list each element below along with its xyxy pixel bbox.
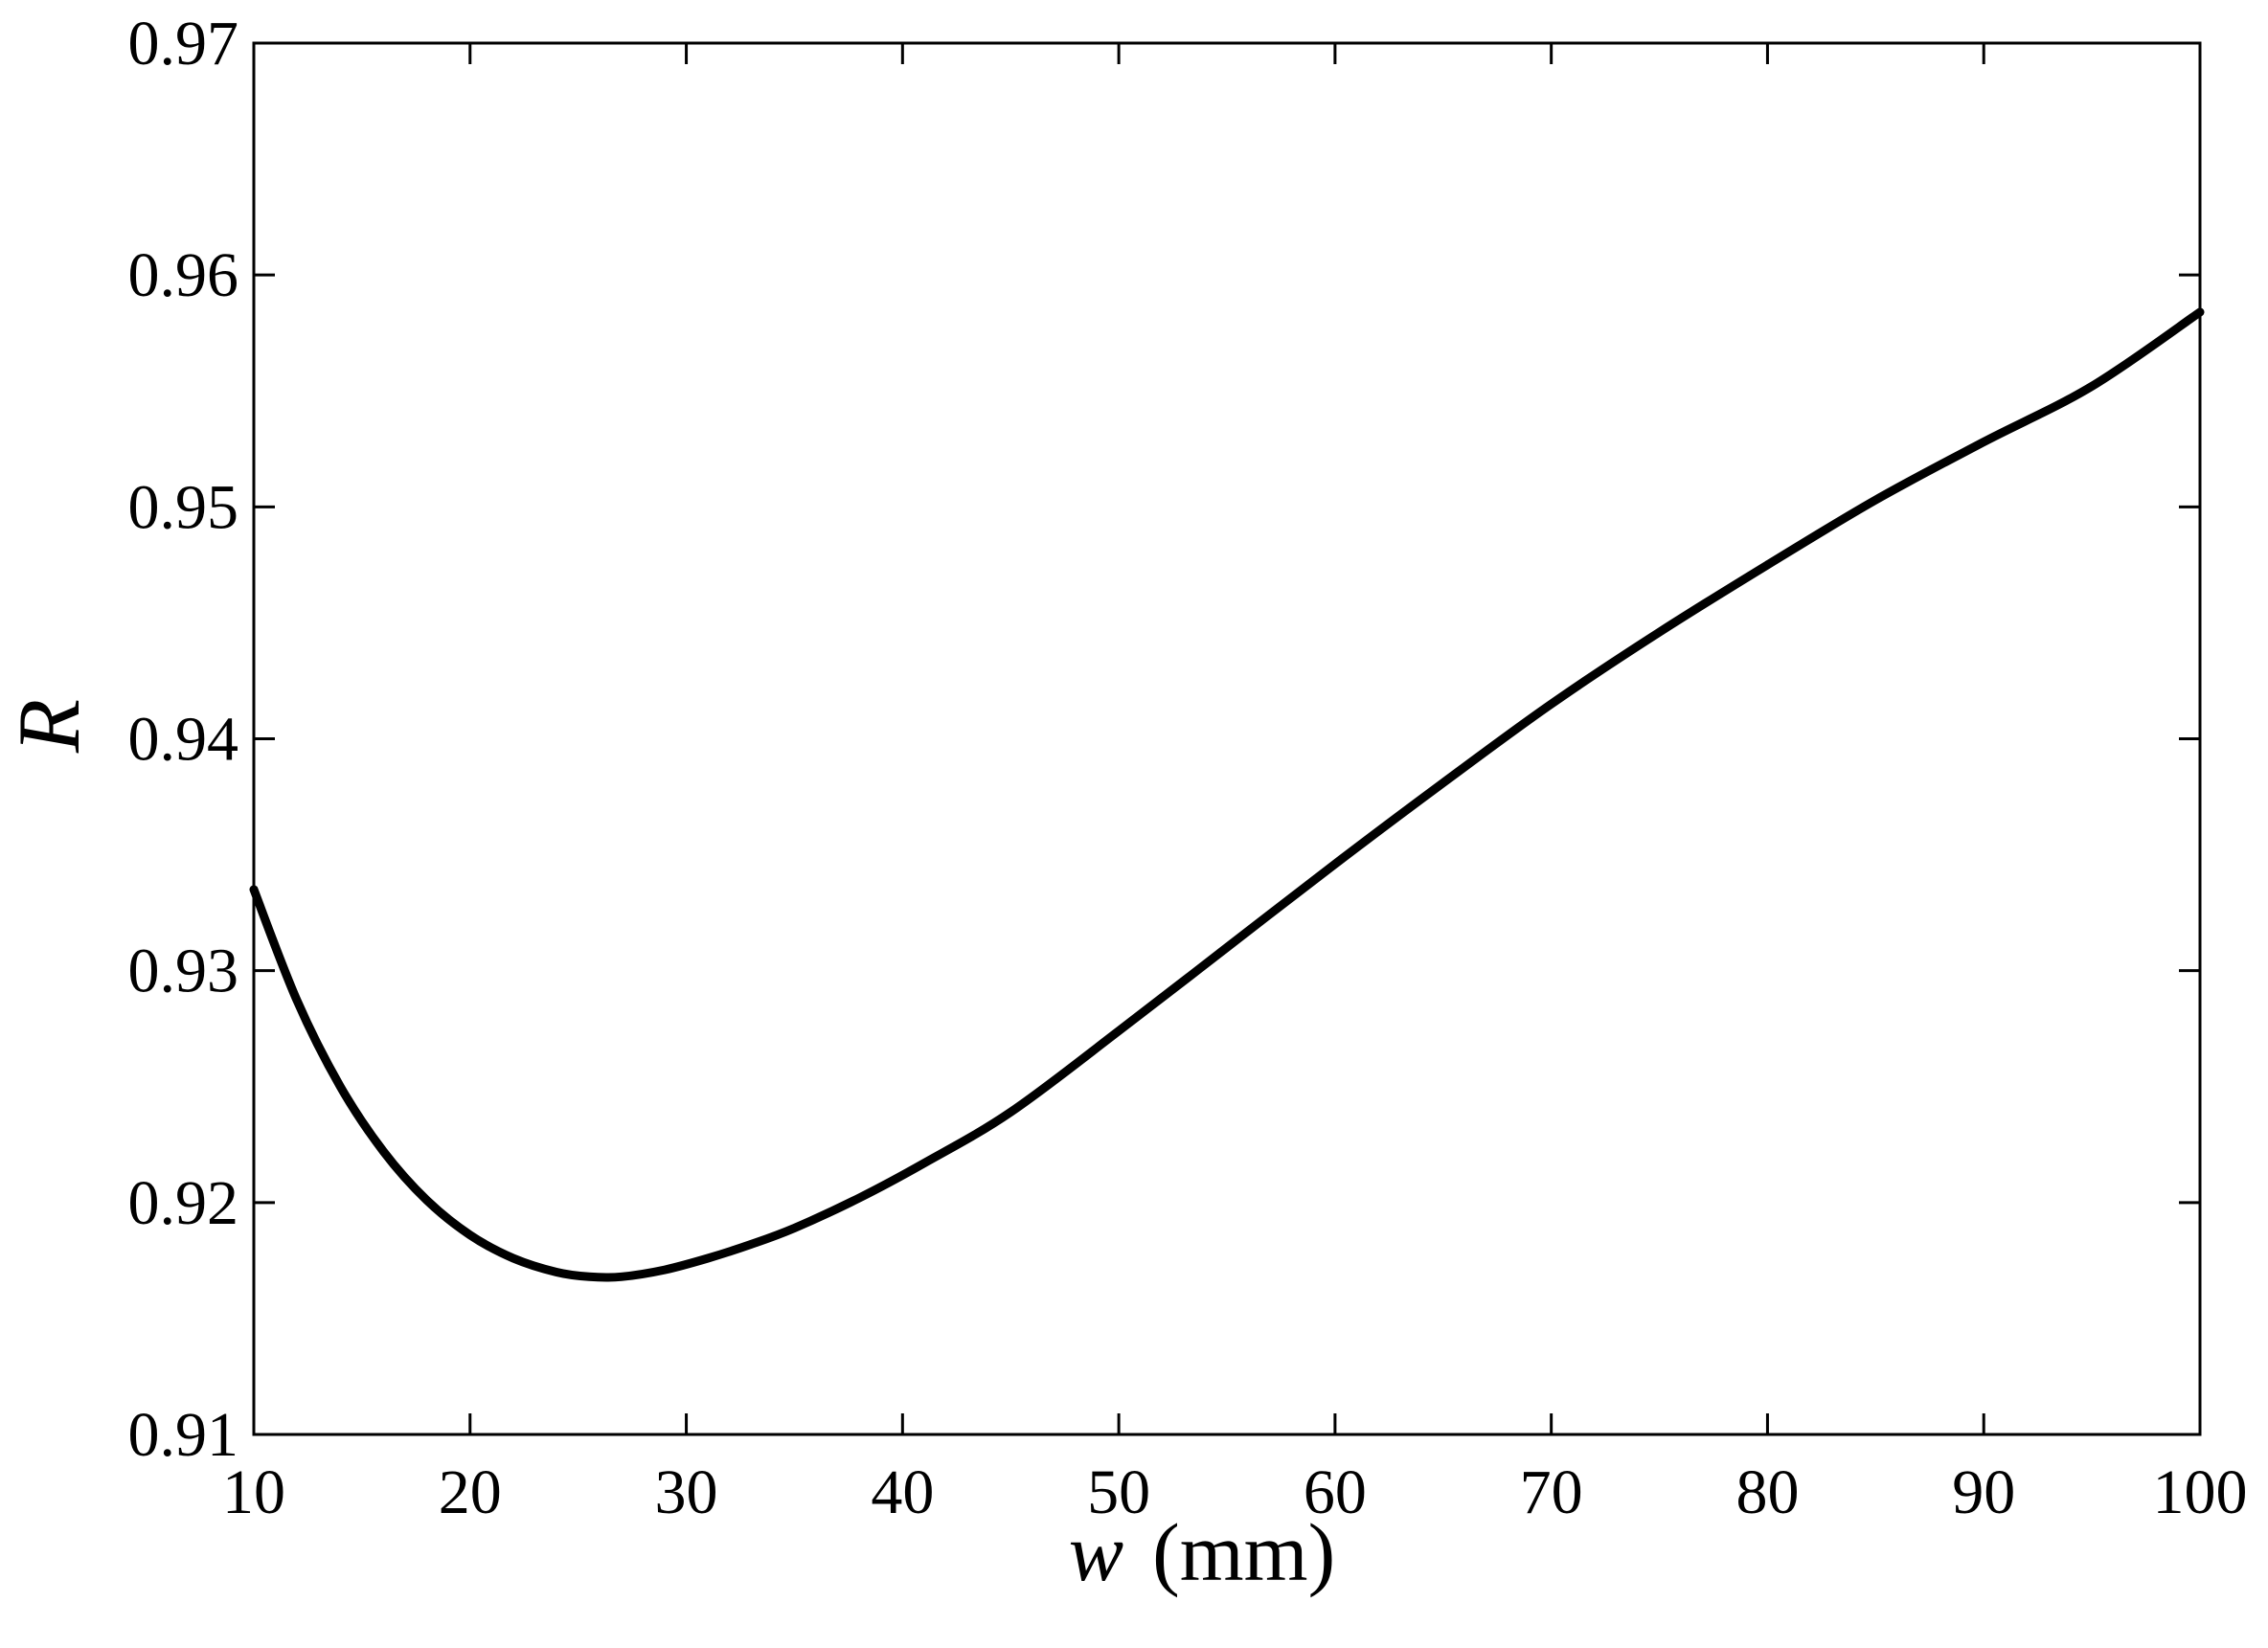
x-tick-label: 40 [871,1457,934,1527]
tick-labels: 10 20 30 40 50 60 70 80 90 100 0.91 0.92 0.93 0.94 0.9… [128,9,2248,1527]
x-tick-label: 80 [1735,1457,1799,1527]
x-tick-label: 10 [222,1457,285,1527]
x-tick-label: 50 [1087,1457,1150,1527]
x-tick-label: 60 [1304,1457,1367,1527]
x-tick-label: 100 [2153,1457,2248,1527]
y-tick-label: 0.95 [128,472,239,542]
plot-frame [252,41,2202,1436]
y-tick-label: 0.92 [128,1168,239,1238]
x-tick-label: 90 [1952,1457,2015,1527]
x-axis-variable: w [1069,1506,1123,1598]
x-tick-label: 30 [655,1457,718,1527]
y-tick-label: 0.97 [128,9,239,79]
y-tick-label: 0.91 [128,1400,239,1470]
y-tick-label: 0.94 [128,705,239,775]
y-axis-label: R [0,699,98,754]
y-tick-label: 0.96 [128,240,239,310]
x-axis-label: w (mm) [1069,1506,1335,1598]
x-tick-label: 70 [1520,1457,1583,1527]
axis-ticks [252,41,2202,1436]
y-tick-label: 0.93 [128,937,239,1006]
x-tick-label: 20 [439,1457,502,1527]
series-line [249,307,2205,1282]
x-axis-unit: (mm) [1152,1506,1335,1598]
